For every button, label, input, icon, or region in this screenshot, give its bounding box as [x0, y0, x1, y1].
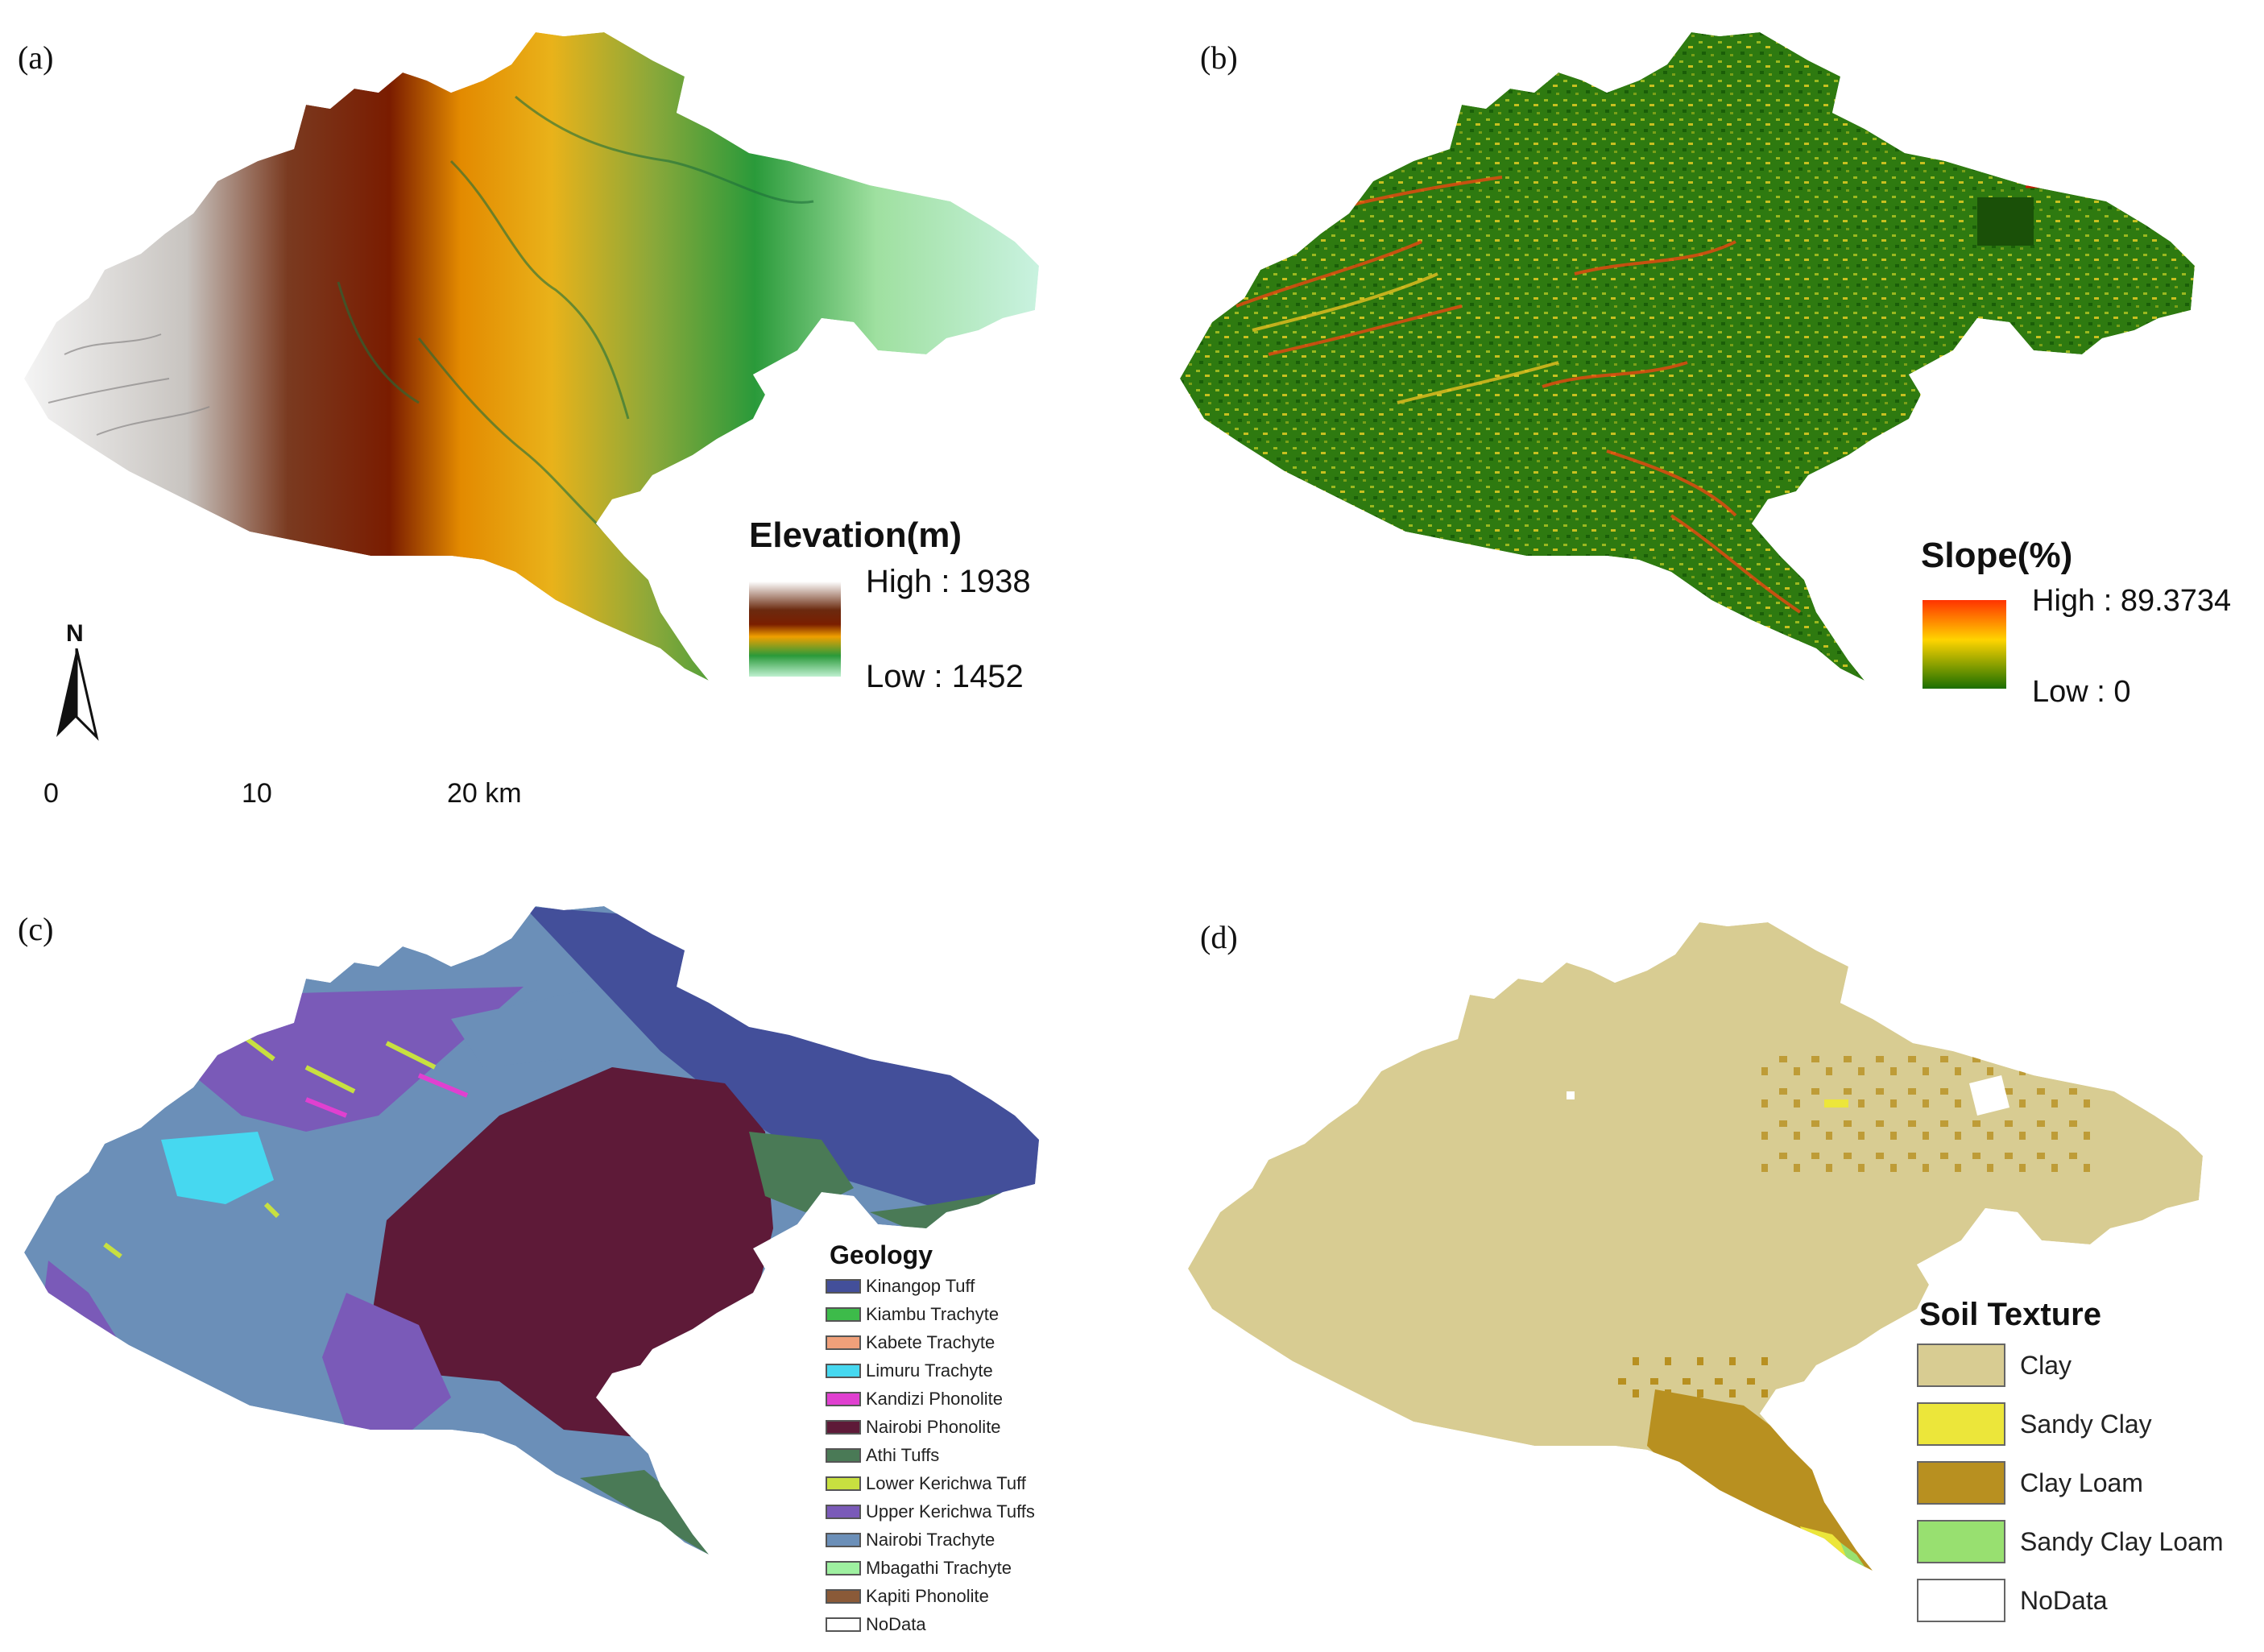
scale-bar: 0 10 20 km [40, 773, 556, 826]
elevation-legend-title: Elevation(m) [749, 515, 962, 555]
slope-high-label: High : 89.3734 [2032, 584, 2232, 618]
geology-map [24, 906, 1039, 1555]
soil-legend-title: Soil Texture [1919, 1297, 2101, 1332]
geology-legend-item: Kiambu Trachyte [826, 1301, 999, 1328]
scale-bar-line [40, 814, 556, 826]
panel-label-a: (a) [18, 39, 54, 76]
elevation-low-label: Low : 1452 [866, 659, 1024, 694]
legend-swatch [826, 1589, 861, 1604]
scale-tick-20: 20 km [447, 778, 522, 809]
geology-legend: Kinangop Tuff Kiambu Trachyte Kabete Tra… [826, 1273, 1132, 1651]
legend-swatch [826, 1561, 861, 1575]
soil-legend-item: NoData [1917, 1576, 2108, 1625]
legend-swatch [826, 1364, 861, 1378]
legend-swatch [1917, 1402, 2005, 1446]
geology-legend-item: Kinangop Tuff [826, 1273, 975, 1300]
legend-swatch [826, 1392, 861, 1406]
panel-label-c: (c) [18, 911, 54, 947]
panel-slope: (b) Slope(%) High : 89.3734 Low : 0 [1132, 0, 2263, 826]
geology-legend-title: Geology [830, 1240, 933, 1269]
soil-legend-item: Sandy Clay Loam [1917, 1517, 2224, 1566]
soil-legend-item: Sandy Clay [1917, 1400, 2152, 1448]
legend-swatch [1917, 1344, 2005, 1387]
slope-color-ramp [1923, 600, 2006, 689]
panel-elevation: (a) Elevation(m) High : 1938 Low : 1452 [0, 0, 1132, 826]
north-arrow-icon [56, 648, 99, 741]
soil-legend-item: Clay [1917, 1341, 2072, 1389]
geology-legend-item: Athi Tuffs [826, 1442, 939, 1469]
panel-soil-texture: (d) Soil Texture Clay Sandy Clay Clay Lo… [1132, 826, 2263, 1651]
scale-tick-10: 10 [242, 778, 272, 809]
geology-legend-item: Nairobi Phonolite [826, 1414, 1001, 1441]
north-arrow-label: N [66, 620, 84, 647]
panel-label-d: (d) [1200, 919, 1238, 955]
legend-swatch [1917, 1520, 2005, 1563]
soil-legend-item: Clay Loam [1917, 1459, 2143, 1507]
slope-map [1180, 32, 2195, 681]
panel-label-b: (b) [1200, 39, 1238, 76]
geology-legend-item: Upper Kerichwa Tuffs [826, 1498, 1035, 1526]
geology-legend-item: NoData [826, 1611, 926, 1638]
geology-legend-item: Limuru Trachyte [826, 1357, 993, 1385]
legend-swatch [1917, 1461, 2005, 1505]
legend-swatch [826, 1279, 861, 1294]
slope-raster [1180, 32, 2195, 681]
elevation-color-ramp [749, 582, 841, 677]
geology-legend-item: Kandizi Phonolite [826, 1385, 1003, 1413]
geology-legend-item: Nairobi Trachyte [826, 1526, 995, 1554]
soil-texture-map [1188, 922, 2203, 1571]
panel-geology: (c) Geology Kinangop Tuff Kiambu Trachyt… [0, 826, 1132, 1651]
geology-legend-item: Lower Kerichwa Tuff [826, 1470, 1026, 1497]
legend-swatch [826, 1307, 861, 1322]
slope-legend-title: Slope(%) [1921, 536, 2073, 575]
elevation-raster [24, 32, 1039, 681]
geology-legend-item: Mbagathi Trachyte [826, 1555, 1012, 1582]
legend-swatch [826, 1505, 861, 1519]
legend-swatch [826, 1448, 861, 1463]
legend-swatch [826, 1476, 861, 1491]
geology-legend-item: Kapiti Phonolite [826, 1583, 989, 1610]
soil-legend: Clay Sandy Clay Clay Loam Sandy Clay Loa… [1917, 1341, 2263, 1651]
scale-tick-0: 0 [43, 778, 59, 809]
legend-swatch [826, 1617, 861, 1632]
elevation-map [24, 32, 1039, 681]
slope-low-label: Low : 0 [2032, 675, 2131, 709]
geology-legend-item: Kabete Trachyte [826, 1329, 995, 1356]
elevation-high-label: High : 1938 [866, 564, 1031, 599]
legend-swatch [826, 1533, 861, 1547]
legend-swatch [1917, 1579, 2005, 1622]
north-arrow: N [48, 620, 105, 741]
legend-swatch [826, 1335, 861, 1350]
legend-swatch [826, 1420, 861, 1435]
